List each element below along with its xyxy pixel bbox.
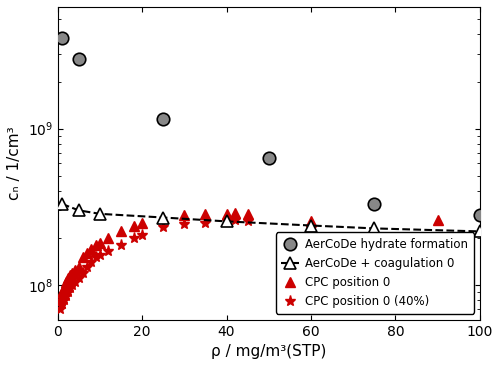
AerCoDe hydrate formation [76,56,82,61]
CPC position 0 (40%) [88,260,94,264]
CPC position 0 [72,268,78,272]
CPC position 0 [97,241,103,245]
AerCoDe + coagulation 0 [224,219,230,224]
CPC position 0 (40%) [57,307,63,311]
CPC position 0 [92,243,98,247]
Legend: AerCoDe hydrate formation, AerCoDe + coagulation 0, CPC position 0, CPC position: AerCoDe hydrate formation, AerCoDe + coa… [276,232,474,314]
CPC position 0 [63,280,69,284]
CPC position 0 [139,221,145,225]
CPC position 0 (40%) [68,286,73,291]
CPC position 0 (40%) [139,232,145,237]
CPC position 0 [57,298,63,302]
AerCoDe + coagulation 0 [308,223,314,228]
AerCoDe + coagulation 0 [76,208,82,213]
CPC position 0 (40%) [118,243,124,247]
CPC position 0 [160,215,166,220]
Y-axis label: cₙ / 1/cm³: cₙ / 1/cm³ [7,127,22,200]
CPC position 0 [182,213,188,217]
CPC position 0 [244,212,250,216]
CPC position 0 [434,218,440,222]
CPC position 0 [61,286,67,291]
CPC position 0 (40%) [160,225,166,229]
CPC position 0 [84,251,90,255]
AerCoDe hydrate formation [160,117,166,121]
CPC position 0 [59,290,65,294]
CPC position 0 [224,212,230,216]
CPC position 0 (40%) [244,219,250,224]
Line: CPC position 0: CPC position 0 [55,208,442,305]
CPC position 0 [65,276,71,281]
CPC position 0 [106,236,112,240]
CPC position 0 (40%) [308,226,314,231]
AerCoDe + coagulation 0 [372,226,378,231]
AerCoDe + coagulation 0 [59,202,65,206]
CPC position 0 (40%) [72,280,78,284]
X-axis label: ρ / mg/m³(STP): ρ / mg/m³(STP) [211,344,326,359]
CPC position 0 [308,219,314,224]
AerCoDe hydrate formation [266,156,272,160]
CPC position 0 [118,229,124,234]
CPC position 0 (40%) [92,255,98,259]
CPC position 0 [76,265,82,269]
CPC position 0 (40%) [84,265,90,269]
CPC position 0 (40%) [130,236,136,240]
CPC position 0 [68,273,73,278]
CPC position 0 (40%) [232,218,238,222]
CPC position 0 (40%) [65,290,71,294]
CPC position 0 (40%) [224,219,230,224]
CPC position 0 [130,223,136,228]
CPC position 0 (40%) [76,276,82,281]
Line: CPC position 0 (40%): CPC position 0 (40%) [54,214,316,315]
AerCoDe hydrate formation [372,202,378,206]
AerCoDe + coagulation 0 [97,212,103,216]
CPC position 0 (40%) [80,270,86,275]
AerCoDe + coagulation 0 [160,215,166,220]
CPC position 0 [88,247,94,251]
CPC position 0 [70,270,75,275]
Line: AerCoDe + coagulation 0: AerCoDe + coagulation 0 [56,198,486,237]
CPC position 0 (40%) [61,298,67,302]
CPC position 0 (40%) [63,294,69,298]
CPC position 0 (40%) [97,253,103,257]
AerCoDe hydrate formation [59,36,65,40]
CPC position 0 [80,255,86,259]
CPC position 0 (40%) [106,249,112,253]
CPC position 0 (40%) [182,222,188,226]
CPC position 0 (40%) [59,302,65,307]
CPC position 0 [232,210,238,215]
AerCoDe hydrate formation [477,213,483,217]
CPC position 0 (40%) [202,221,208,225]
CPC position 0 [202,212,208,216]
Line: AerCoDe hydrate formation: AerCoDe hydrate formation [56,32,486,221]
CPC position 0 (40%) [70,283,75,287]
AerCoDe + coagulation 0 [477,229,483,234]
